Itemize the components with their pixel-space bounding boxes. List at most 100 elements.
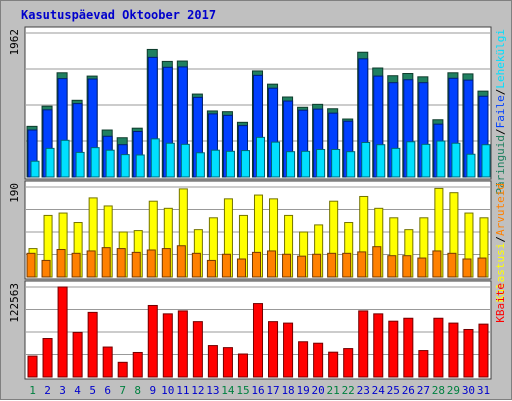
legend-entry: KBaite [494, 283, 507, 323]
x-tick-label: 17 [266, 384, 279, 397]
bar-Lehekülgi-23 [361, 142, 371, 178]
x-tick-label: 11 [176, 384, 189, 397]
bar-KBaite-8 [132, 351, 143, 378]
bar-Arvuteid-24 [372, 246, 382, 278]
bar-Arvuteid-15 [236, 258, 246, 278]
x-tick-label: 26 [402, 384, 415, 397]
bar-Arvuteid-28 [432, 250, 442, 278]
bar-Arvuteid-20 [312, 253, 322, 278]
bar-Arvuteid-14 [221, 253, 231, 278]
legend-entry: Lehekülgi [494, 29, 507, 89]
bar-Arvuteid-6 [101, 247, 111, 278]
bar-Arvuteid-2 [41, 259, 51, 278]
bar-Arvuteid-29 [447, 252, 457, 278]
legend-entry: Faile [494, 95, 507, 128]
bar-KBaite-21 [328, 351, 339, 378]
bar-Lehekülgi-14 [225, 150, 235, 178]
bar-Lehekülgi-6 [105, 149, 115, 178]
x-tick-label: 1 [29, 384, 36, 397]
x-tick-label: 7 [119, 384, 126, 397]
legend-entry: Külastusi [494, 243, 507, 303]
bar-KBaite-19 [298, 341, 309, 378]
x-tick-label: 27 [417, 384, 430, 397]
bar-Lehekülgi-11 [180, 143, 190, 178]
x-tick-label: 19 [296, 384, 309, 397]
bar-KBaite-20 [313, 342, 324, 378]
panel-max-label: 122563 [8, 283, 21, 323]
bar-Lehekülgi-17 [271, 141, 281, 178]
bar-KBaite-9 [147, 304, 158, 378]
x-tick-label: 6 [104, 384, 111, 397]
legend-separator: / [494, 128, 507, 135]
bar-Lehekülgi-29 [451, 142, 461, 178]
bar-KBaite-12 [192, 321, 203, 378]
bar-Lehekülgi-10 [165, 142, 175, 178]
bar-Lehekülgi-1 [30, 160, 40, 178]
bar-Arvuteid-1 [26, 252, 36, 278]
bar-Arvuteid-26 [402, 255, 412, 278]
x-tick-label: 10 [161, 384, 174, 397]
bar-KBaite-23 [358, 310, 369, 378]
bar-Arvuteid-16 [251, 251, 262, 278]
bar-Lehekülgi-28 [436, 140, 446, 178]
chart-title: Kasutuspäevad Oktoober 2017 [21, 8, 216, 22]
x-tick-label: 28 [432, 384, 445, 397]
bar-Lehekülgi-26 [406, 141, 416, 178]
bar-KBaite-3 [57, 286, 68, 378]
bar-Arvuteid-19 [297, 255, 307, 278]
bar-Arvuteid-30 [462, 258, 472, 278]
bar-KBaite-1 [27, 355, 38, 378]
bar-KBaite-24 [373, 313, 384, 378]
bar-Arvuteid-4 [71, 252, 81, 278]
x-tick-label: 9 [149, 384, 156, 397]
bar-Lehekülgi-12 [195, 152, 205, 178]
bar-Lehekülgi-5 [90, 147, 100, 178]
bar-KBaite-29 [448, 322, 459, 378]
panel-middle: 190 Külastusi/Arvuteid [8, 180, 507, 302]
x-tick-label: 20 [312, 384, 325, 397]
x-tick-label: 18 [281, 384, 294, 397]
bar-KBaite-4 [72, 331, 83, 378]
bar-Lehekülgi-16 [255, 136, 266, 178]
bar-KBaite-27 [418, 350, 429, 378]
bar-KBaite-10 [162, 313, 173, 378]
bar-Arvuteid-13 [206, 259, 216, 278]
bar-Arvuteid-22 [342, 252, 352, 278]
bar-Arvuteid-7 [116, 248, 126, 278]
bar-KBaite-22 [343, 348, 354, 378]
bar-Lehekülgi-4 [75, 151, 85, 178]
chart-panels: 1962Päringuid/Faile/Lehekülgi190Külastus… [8, 26, 507, 380]
x-tick-label: 5 [89, 384, 96, 397]
bar-Arvuteid-21 [327, 252, 337, 278]
bar-KBaite-28 [433, 317, 444, 378]
bar-KBaite-17 [268, 321, 279, 378]
bar-Arvuteid-23 [357, 251, 367, 278]
x-tick-label: 24 [372, 384, 386, 397]
bar-Lehekülgi-15 [240, 150, 250, 178]
bar-Arvuteid-5 [86, 250, 96, 278]
bar-Lehekülgi-3 [60, 139, 70, 178]
legend-entry: Arvuteid [494, 183, 507, 236]
x-tick-label: 25 [387, 384, 400, 397]
x-tick-label: 4 [74, 384, 81, 397]
bar-Arvuteid-17 [267, 250, 277, 278]
x-tick-label: 22 [342, 384, 355, 397]
bar-KBaite-26 [403, 317, 414, 378]
x-tick-label: 8 [134, 384, 141, 397]
x-tick-label: 21 [327, 384, 340, 397]
x-axis-labels: 1 2 3 4 5 6 7 8 9 10 11 12 13 14 15 16 17 18 19 20 21 22 23 24 2… [29, 384, 490, 397]
panel-max-label: 1962 [8, 29, 21, 56]
bar-Lehekülgi-30 [466, 153, 476, 178]
bar-KBaite-31 [478, 323, 489, 378]
bar-Lehekülgi-31 [481, 144, 491, 178]
panel-legend: Päringuid/Faile/Lehekülgi [494, 29, 507, 195]
bar-KBaite-25 [388, 320, 399, 378]
panel-bottom: 122563 KBaite [8, 280, 507, 380]
bar-Arvuteid-25 [387, 255, 397, 278]
panel-max-label: 190 [8, 183, 21, 203]
x-tick-label: 12 [191, 384, 204, 397]
panel-legend: Külastusi/Arvuteid [494, 183, 507, 302]
bar-Lehekülgi-9 [150, 138, 160, 178]
panel-legend: KBaite [494, 283, 507, 323]
bar-Arvuteid-10 [161, 248, 171, 278]
